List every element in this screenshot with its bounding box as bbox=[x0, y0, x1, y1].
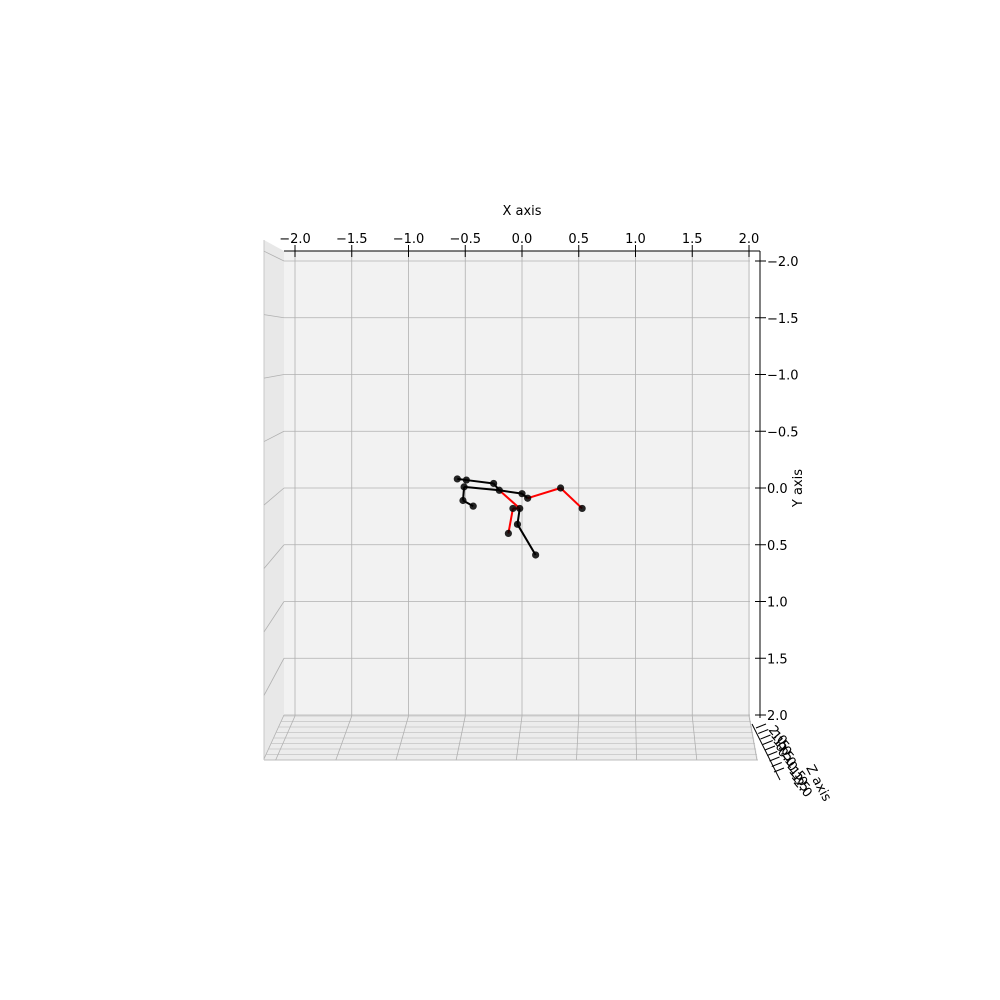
x-tick-label: 0.5 bbox=[568, 232, 589, 247]
floor-grid bbox=[264, 715, 758, 761]
skeleton-bone bbox=[466, 479, 494, 485]
x-tick-label: 1.5 bbox=[682, 232, 703, 247]
skeleton-joint-point bbox=[460, 483, 468, 491]
side-gridline bbox=[263, 544, 285, 569]
y-tick-label: 1.5 bbox=[767, 652, 788, 667]
y-tick-label: −1.0 bbox=[767, 369, 799, 384]
back-pane-fill bbox=[284, 251, 750, 716]
x-tick-label: 0.0 bbox=[512, 232, 533, 247]
x-tick-label: −1.5 bbox=[336, 232, 368, 247]
skeleton-joint-point bbox=[504, 529, 512, 538]
side-pane bbox=[264, 240, 284, 760]
z-tick-mark bbox=[758, 729, 769, 734]
y-tick-label: −0.5 bbox=[767, 425, 799, 440]
z-tick-mark bbox=[760, 734, 771, 740]
y-tick-label: 0.5 bbox=[767, 539, 788, 554]
x-ticks: −2.0 −1.5 −1.0 −0.5 0.0 0.5 1.0 1.5 2.0 bbox=[279, 232, 759, 257]
z-axis-line bbox=[751, 723, 781, 781]
skeleton-joint-point bbox=[532, 551, 540, 559]
z-tick-mark bbox=[773, 767, 785, 773]
skeleton-joint-point bbox=[516, 504, 524, 513]
skeleton-joint-point bbox=[513, 520, 522, 528]
side-gridline bbox=[263, 250, 285, 262]
skeleton-joint-point bbox=[518, 490, 526, 498]
z-tick-mark bbox=[764, 745, 776, 751]
skeleton-joint-point bbox=[556, 484, 565, 492]
skeleton-joint-point bbox=[490, 479, 498, 488]
x-axis-label: X axis bbox=[502, 204, 541, 219]
skeleton-joint-point bbox=[469, 502, 477, 510]
side-gridline bbox=[263, 487, 285, 506]
y-tick-label: −2.0 bbox=[767, 255, 799, 270]
y-tick-label: 2.0 bbox=[767, 709, 788, 724]
skeleton-joint-point bbox=[578, 504, 586, 513]
x-tick-label: −2.0 bbox=[279, 232, 311, 247]
x-tick-label: −0.5 bbox=[449, 232, 481, 247]
y-ticks: −2.0 −1.5 −1.0 −0.5 0.0 0.5 1.0 1.5 2.0 bbox=[755, 255, 799, 724]
side-gridline bbox=[263, 314, 285, 319]
y-tick-label: 0.0 bbox=[767, 482, 788, 497]
skeleton-joint-point bbox=[462, 476, 470, 484]
side-gridline bbox=[263, 430, 285, 442]
skeleton-bone bbox=[516, 523, 537, 556]
skeleton-bone bbox=[507, 508, 514, 534]
skeleton-joints bbox=[453, 475, 586, 559]
side-gridline bbox=[263, 714, 285, 760]
x-tick-label: 2.0 bbox=[739, 232, 760, 247]
x-tick-label: −1.0 bbox=[393, 232, 425, 247]
z-tick-mark bbox=[771, 762, 782, 767]
skeleton-joint-point bbox=[509, 504, 517, 513]
z-tick-mark bbox=[769, 756, 780, 762]
y-tick-label: 1.0 bbox=[767, 596, 788, 611]
skeleton-bone bbox=[559, 487, 583, 510]
z-tick-mark bbox=[755, 723, 767, 729]
skeleton-bone bbox=[464, 485, 500, 492]
skeleton-bone bbox=[527, 487, 561, 500]
y-axis-label: Y axis bbox=[791, 469, 806, 508]
skeleton-joint-point bbox=[524, 494, 532, 502]
side-gridline bbox=[263, 374, 285, 379]
skeleton-joint-point bbox=[459, 496, 467, 505]
side-gridline bbox=[263, 658, 285, 696]
x-tick-label: 1.0 bbox=[625, 232, 646, 247]
side-gridline bbox=[263, 601, 285, 633]
z-ticks: 2.01.51.00.50.0−0.5−1.0−1.5−2.0 bbox=[755, 723, 815, 801]
z-tick-mark bbox=[762, 740, 773, 745]
gridlines bbox=[263, 250, 750, 760]
skeleton-bone bbox=[499, 489, 523, 495]
skeleton-joint-point bbox=[453, 475, 461, 483]
z-tick-mark bbox=[767, 751, 778, 756]
y-tick-label: −1.5 bbox=[767, 312, 799, 327]
skeleton-bone bbox=[498, 489, 521, 510]
skeleton-joint-point bbox=[495, 486, 503, 494]
